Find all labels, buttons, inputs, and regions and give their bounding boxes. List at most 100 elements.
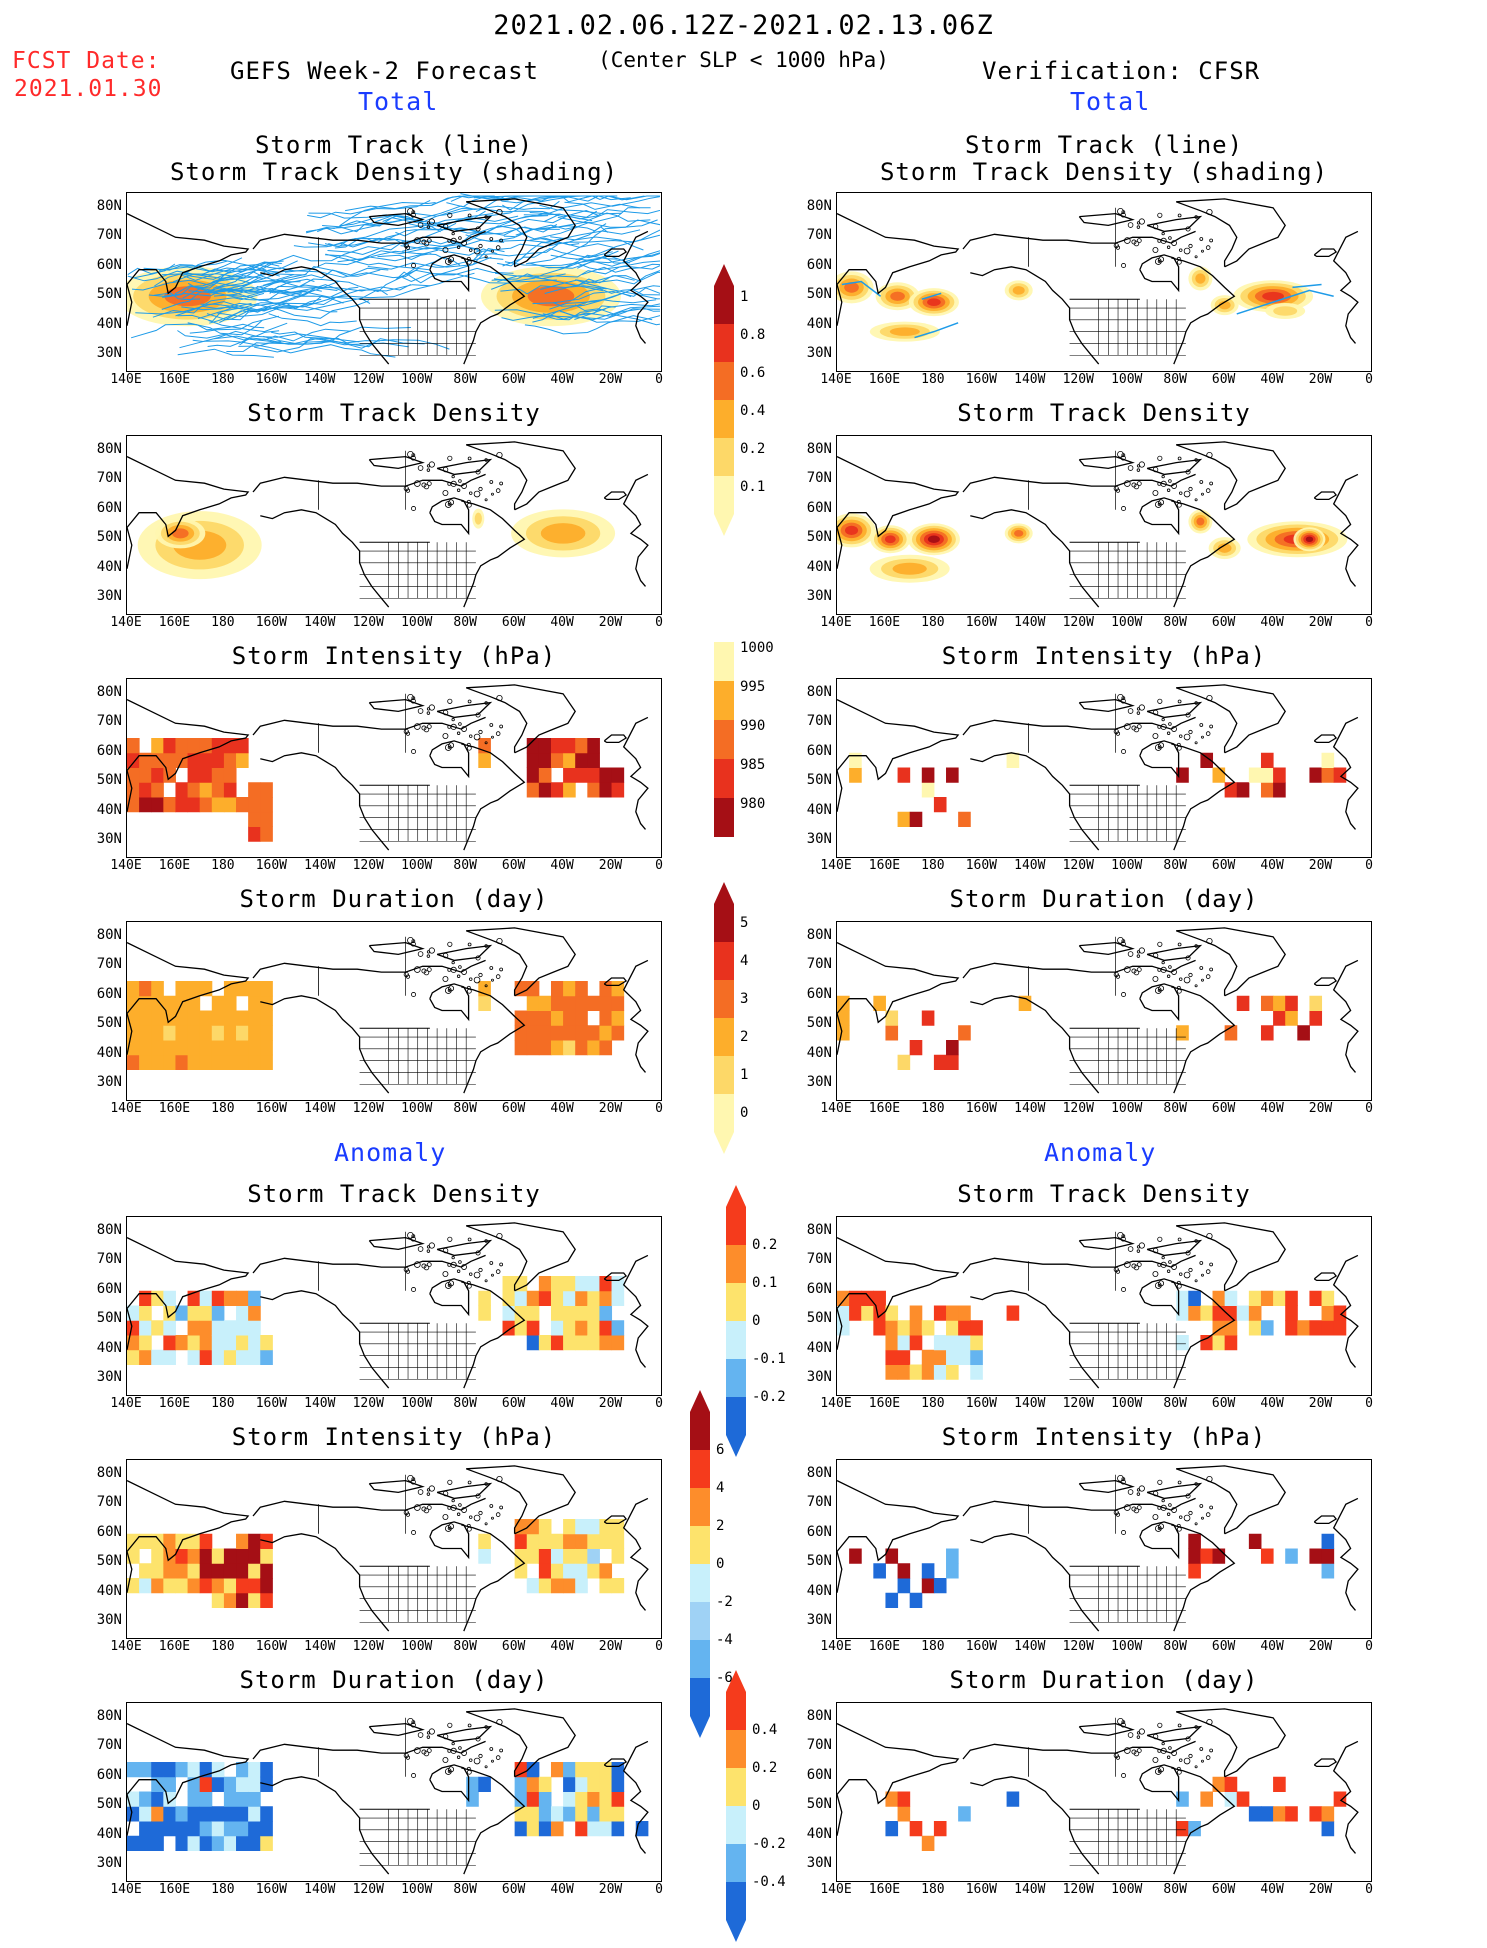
colorbar-swatch xyxy=(726,1670,746,1692)
coastlines xyxy=(837,927,1359,1094)
lon-tick-label: 160E xyxy=(158,1639,191,1654)
colorbar-label: 0 xyxy=(716,1556,725,1572)
lon-tick-label: 120W xyxy=(1062,1101,1094,1116)
lon-tick-label: 40W xyxy=(1260,1101,1284,1116)
grid-cells xyxy=(849,1533,1335,1608)
colorbar-swatch xyxy=(726,1359,746,1397)
lat-tick-label: 60N xyxy=(96,1523,122,1540)
colorbar-swatch xyxy=(714,882,734,904)
lon-tick-label: 40W xyxy=(550,615,574,630)
lat-tick-label: 70N xyxy=(806,956,832,973)
lon-tick-label: 100W xyxy=(1111,1639,1143,1654)
colorbar-label: 1000 xyxy=(740,639,774,656)
lon-tick-label: 140W xyxy=(304,1639,336,1654)
lon-tick-label: 20W xyxy=(598,858,623,873)
lon-tick-label: 20W xyxy=(598,1101,623,1116)
storm-tracks xyxy=(841,280,1334,339)
colorbar-label: 0.6 xyxy=(740,365,766,382)
colorbar-swatch xyxy=(726,1692,746,1730)
lat-tick-label: 60N xyxy=(806,256,832,273)
colorbar-swatch xyxy=(714,286,734,324)
lat-tick-label: 80N xyxy=(96,1221,122,1238)
lon-tick-label: 160E xyxy=(868,615,901,630)
lon-tick-label: 140E xyxy=(110,372,142,387)
lat-tick-label: 70N xyxy=(96,1494,122,1511)
lon-tick-label: 100W xyxy=(401,372,433,387)
lat-tick-label: 40N xyxy=(96,315,122,332)
lat-tick-label: 80N xyxy=(96,926,122,943)
panel-title-density-right: Storm Track Density xyxy=(957,399,1251,427)
colorbar-label: 1 xyxy=(740,289,749,306)
colorbar-label: 0.2 xyxy=(740,441,766,458)
fcst-date-value: 2021.01.30 xyxy=(14,76,163,102)
lon-tick-label: 160W xyxy=(965,1882,998,1897)
lon-tick-label: 40W xyxy=(550,1101,574,1116)
storm-tracks xyxy=(127,193,660,358)
lon-tick-label: 60W xyxy=(1211,372,1236,387)
lat-tick-label: 50N xyxy=(806,529,832,546)
lat-tick-label: 40N xyxy=(96,1582,122,1599)
lon-tick-label: 120W xyxy=(352,1639,384,1654)
coastlines xyxy=(127,1222,649,1389)
colorbar-swatch xyxy=(714,942,734,980)
lon-tick-label: 0 xyxy=(655,858,663,873)
lon-tick-label: 60W xyxy=(501,1396,526,1411)
colorbar-swatch xyxy=(726,1730,746,1768)
lon-tick-label: 160W xyxy=(965,1639,998,1654)
lat-tick-label: 80N xyxy=(96,440,122,457)
colorbar-label: 0.4 xyxy=(752,1722,778,1738)
lat-tick-label: 40N xyxy=(806,315,832,332)
colorbar-swatch xyxy=(726,1806,746,1844)
lon-tick-label: 180 xyxy=(211,615,235,630)
colorbar-swatch xyxy=(726,1283,746,1321)
colorbar-label: -0.4 xyxy=(752,1874,786,1890)
colorbar-label: 0 xyxy=(740,1105,749,1121)
lon-tick-label: 40W xyxy=(1260,615,1284,630)
lat-tick-label: 60N xyxy=(806,985,832,1002)
lon-tick-label: 140E xyxy=(820,372,852,387)
lon-tick-label: 80W xyxy=(1163,615,1187,630)
density-shading xyxy=(127,266,621,327)
colorbar-swatch xyxy=(714,642,734,681)
lon-tick-label: 20W xyxy=(598,1396,623,1411)
section-total-left: Total xyxy=(358,87,439,116)
lat-tick-label: 70N xyxy=(96,956,122,973)
lon-tick-label: 160W xyxy=(965,1396,998,1411)
lon-tick-label: 160E xyxy=(158,615,191,630)
lon-tick-label: 140W xyxy=(1014,615,1046,630)
coastlines xyxy=(837,1465,1359,1632)
lon-tick-label: 60W xyxy=(501,1639,526,1654)
colorbar-label: 0.4 xyxy=(740,403,766,420)
lat-tick-label: 40N xyxy=(806,558,832,575)
lon-tick-label: 140W xyxy=(304,858,336,873)
lon-tick-label: 140W xyxy=(1014,1396,1046,1411)
lon-tick-label: 80W xyxy=(453,615,477,630)
lon-tick-label: 60W xyxy=(1211,858,1236,873)
lon-tick-label: 140W xyxy=(1014,372,1046,387)
lat-tick-label: 50N xyxy=(806,1310,832,1327)
lon-tick-label: 180 xyxy=(921,1101,945,1116)
lat-tick-label: 40N xyxy=(806,1044,832,1061)
grid-cells xyxy=(127,738,625,842)
colorbar-swatch xyxy=(714,1094,734,1132)
lon-tick-label: 140E xyxy=(110,1396,142,1411)
lat-tick-label: 70N xyxy=(806,1494,832,1511)
lon-tick-label: 40W xyxy=(550,1639,574,1654)
map-track-verification xyxy=(836,192,1372,372)
lat-tick-label: 30N xyxy=(96,1612,122,1629)
lon-tick-label: 40W xyxy=(550,1396,574,1411)
map-intensity-forecast xyxy=(126,678,662,858)
lat-tick-label: 40N xyxy=(96,558,122,575)
lon-tick-label: 20W xyxy=(1308,1396,1333,1411)
colorbar-label: 0.1 xyxy=(752,1275,778,1291)
lat-tick-label: 40N xyxy=(806,1339,832,1356)
colorbar-swatch xyxy=(690,1640,710,1678)
map-duration-verification xyxy=(836,921,1372,1101)
lon-tick-label: 140E xyxy=(110,1639,142,1654)
map-density-verification xyxy=(836,435,1372,615)
lon-tick-label: 40W xyxy=(550,858,574,873)
panel-title-intensity-right: Storm Intensity (hPa) xyxy=(941,642,1267,670)
coastlines xyxy=(127,684,649,851)
section-total-right: Total xyxy=(1070,87,1151,116)
colorbar-swatch xyxy=(714,514,734,536)
